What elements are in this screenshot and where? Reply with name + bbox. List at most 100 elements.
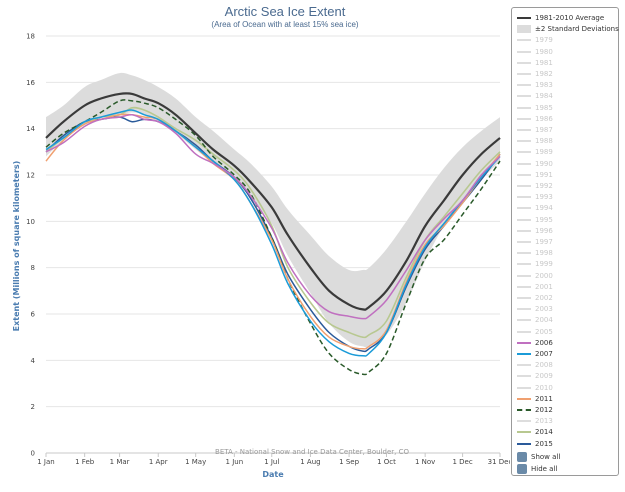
- legend-item[interactable]: 2012: [517, 405, 553, 415]
- legend-label: 1987: [535, 126, 553, 134]
- legend-item[interactable]: 1998: [517, 248, 553, 258]
- legend-swatch: [517, 185, 531, 187]
- legend-label: 1997: [535, 238, 553, 246]
- legend-item[interactable]: 1989: [517, 147, 553, 157]
- legend-item[interactable]: 2004: [517, 315, 553, 325]
- y-axis-ticks: 0 2 4 6 8 10 12 14 16 18: [26, 33, 35, 458]
- legend-label: 2004: [535, 316, 553, 325]
- legend-label: 1984: [535, 92, 553, 101]
- legend-item[interactable]: 1980: [517, 47, 553, 57]
- legend-swatch: [517, 386, 531, 389]
- legend-swatch: [517, 106, 531, 109]
- series-line-2012: [45, 99, 501, 376]
- legend-item[interactable]: 1999: [517, 259, 553, 269]
- legend-item[interactable]: 2003: [517, 304, 553, 314]
- legend-label: 2005: [535, 327, 553, 336]
- x-axis-ticks: 1 Jan 1 Feb 1 Mar 1 Apr 1 May 1 Jun 1 Jul 1 Aug…: [37, 453, 510, 466]
- legend-item[interactable]: 1988: [517, 136, 553, 146]
- legend-swatch: [517, 50, 531, 53]
- chart-title: Arctic Sea Ice Extent: [225, 4, 346, 19]
- x-tick-label: 1 Jan: [37, 458, 54, 466]
- chart-credit: BETA - National Snow and Ice Data Center…: [215, 448, 409, 456]
- show-all-button[interactable]: Show all: [517, 452, 560, 463]
- legend-label: ±2 Standard Deviations: [535, 25, 619, 34]
- legend-label: 2013: [535, 417, 553, 426]
- legend-item[interactable]: 1992: [517, 181, 553, 191]
- legend-label: 1986: [535, 114, 553, 123]
- legend-item[interactable]: ±2 Standard Deviations: [517, 24, 619, 34]
- legend-label: 1996: [535, 226, 553, 235]
- legend-swatch: [517, 39, 531, 42]
- x-axis-title: Date: [262, 470, 284, 479]
- legend-item[interactable]: 2015: [517, 439, 553, 449]
- legend-label: 2002: [535, 294, 553, 302]
- legend-label: 2001: [535, 282, 553, 291]
- legend-item[interactable]: 1993: [517, 192, 553, 202]
- legend-item[interactable]: 1982: [517, 69, 553, 79]
- legend-label: 1980: [535, 47, 553, 56]
- legend-item[interactable]: 2000: [517, 271, 553, 281]
- legend-item[interactable]: 2009: [517, 371, 553, 381]
- legend-item[interactable]: 1996: [517, 226, 553, 236]
- chart-subtitle: (Area of Ocean with at least 15% sea ice…: [211, 20, 359, 29]
- x-tick-label: 1 May: [185, 458, 206, 466]
- legend-item[interactable]: 2010: [517, 383, 553, 393]
- legend-item[interactable]: 2006: [517, 338, 553, 348]
- button-label: Hide all: [531, 465, 558, 474]
- series-line-2007: [45, 109, 501, 357]
- legend-item[interactable]: 1987: [517, 125, 553, 135]
- legend-swatch: [517, 297, 531, 299]
- x-tick-label: 1 Aug: [300, 458, 320, 466]
- legend-item[interactable]: 2005: [517, 327, 553, 337]
- y-axis-title: Extent (Millions of square kilometers): [12, 161, 21, 332]
- y-tick-label: 8: [31, 264, 35, 272]
- legend-swatch: [517, 61, 531, 64]
- legend-swatch: [517, 409, 531, 411]
- x-tick-label: 1 Jun: [226, 458, 244, 466]
- legend-swatch: [517, 117, 531, 120]
- series-line-2006: [45, 114, 501, 320]
- legend-item[interactable]: 1984: [517, 91, 553, 101]
- x-tick-label: 1 Feb: [75, 458, 95, 466]
- legend-item[interactable]: 1981: [517, 58, 553, 68]
- legend-item[interactable]: 1991: [517, 170, 553, 180]
- legend-item[interactable]: 1990: [517, 159, 553, 169]
- legend-label: 1981-2010 Average: [535, 14, 605, 22]
- legend-label: 1979: [535, 36, 553, 45]
- legend-swatch: [517, 218, 531, 221]
- y-tick-label: 10: [26, 218, 35, 226]
- series-lines: [45, 92, 501, 376]
- legend-item[interactable]: 2014: [517, 427, 553, 437]
- legend-label: 2000: [535, 271, 553, 280]
- legend-item[interactable]: 2001: [517, 282, 553, 292]
- legend-swatch: [517, 274, 531, 277]
- legend-item[interactable]: 2013: [517, 416, 553, 426]
- legend-swatch: [517, 151, 531, 154]
- legend-item[interactable]: 1997: [517, 237, 553, 247]
- legend-swatch: [517, 173, 531, 176]
- hide-all-button[interactable]: Hide all: [517, 464, 557, 475]
- x-tick-label: 1 Jul: [264, 458, 279, 466]
- legend-item[interactable]: 2008: [517, 360, 553, 370]
- x-tick-label: 1 Sep: [339, 458, 359, 466]
- legend-item[interactable]: 2011: [517, 394, 553, 404]
- legend-item[interactable]: 1986: [517, 114, 553, 124]
- legend-swatch: [517, 420, 531, 423]
- y-tick-label: 0: [31, 450, 35, 458]
- legend-item[interactable]: 1979: [517, 35, 553, 45]
- legend-item[interactable]: 1995: [517, 215, 553, 225]
- legend-item[interactable]: 1981-2010 Average: [517, 13, 604, 23]
- legend-item[interactable]: 2007: [517, 349, 553, 359]
- legend-item[interactable]: 1985: [517, 103, 553, 113]
- legend-label: 2007: [535, 350, 553, 358]
- legend-swatch: [517, 140, 531, 143]
- legend-label: 2003: [535, 305, 553, 314]
- legend-swatch: [517, 330, 531, 333]
- series-line-2011: [45, 113, 501, 350]
- legend-item[interactable]: 1983: [517, 80, 553, 90]
- x-tick-label: 1 Mar: [110, 458, 130, 466]
- legend-item[interactable]: 1994: [517, 203, 553, 213]
- legend-swatch: [517, 442, 531, 445]
- x-tick-label: 31 Dec: [488, 458, 510, 466]
- legend-item[interactable]: 2002: [517, 293, 553, 303]
